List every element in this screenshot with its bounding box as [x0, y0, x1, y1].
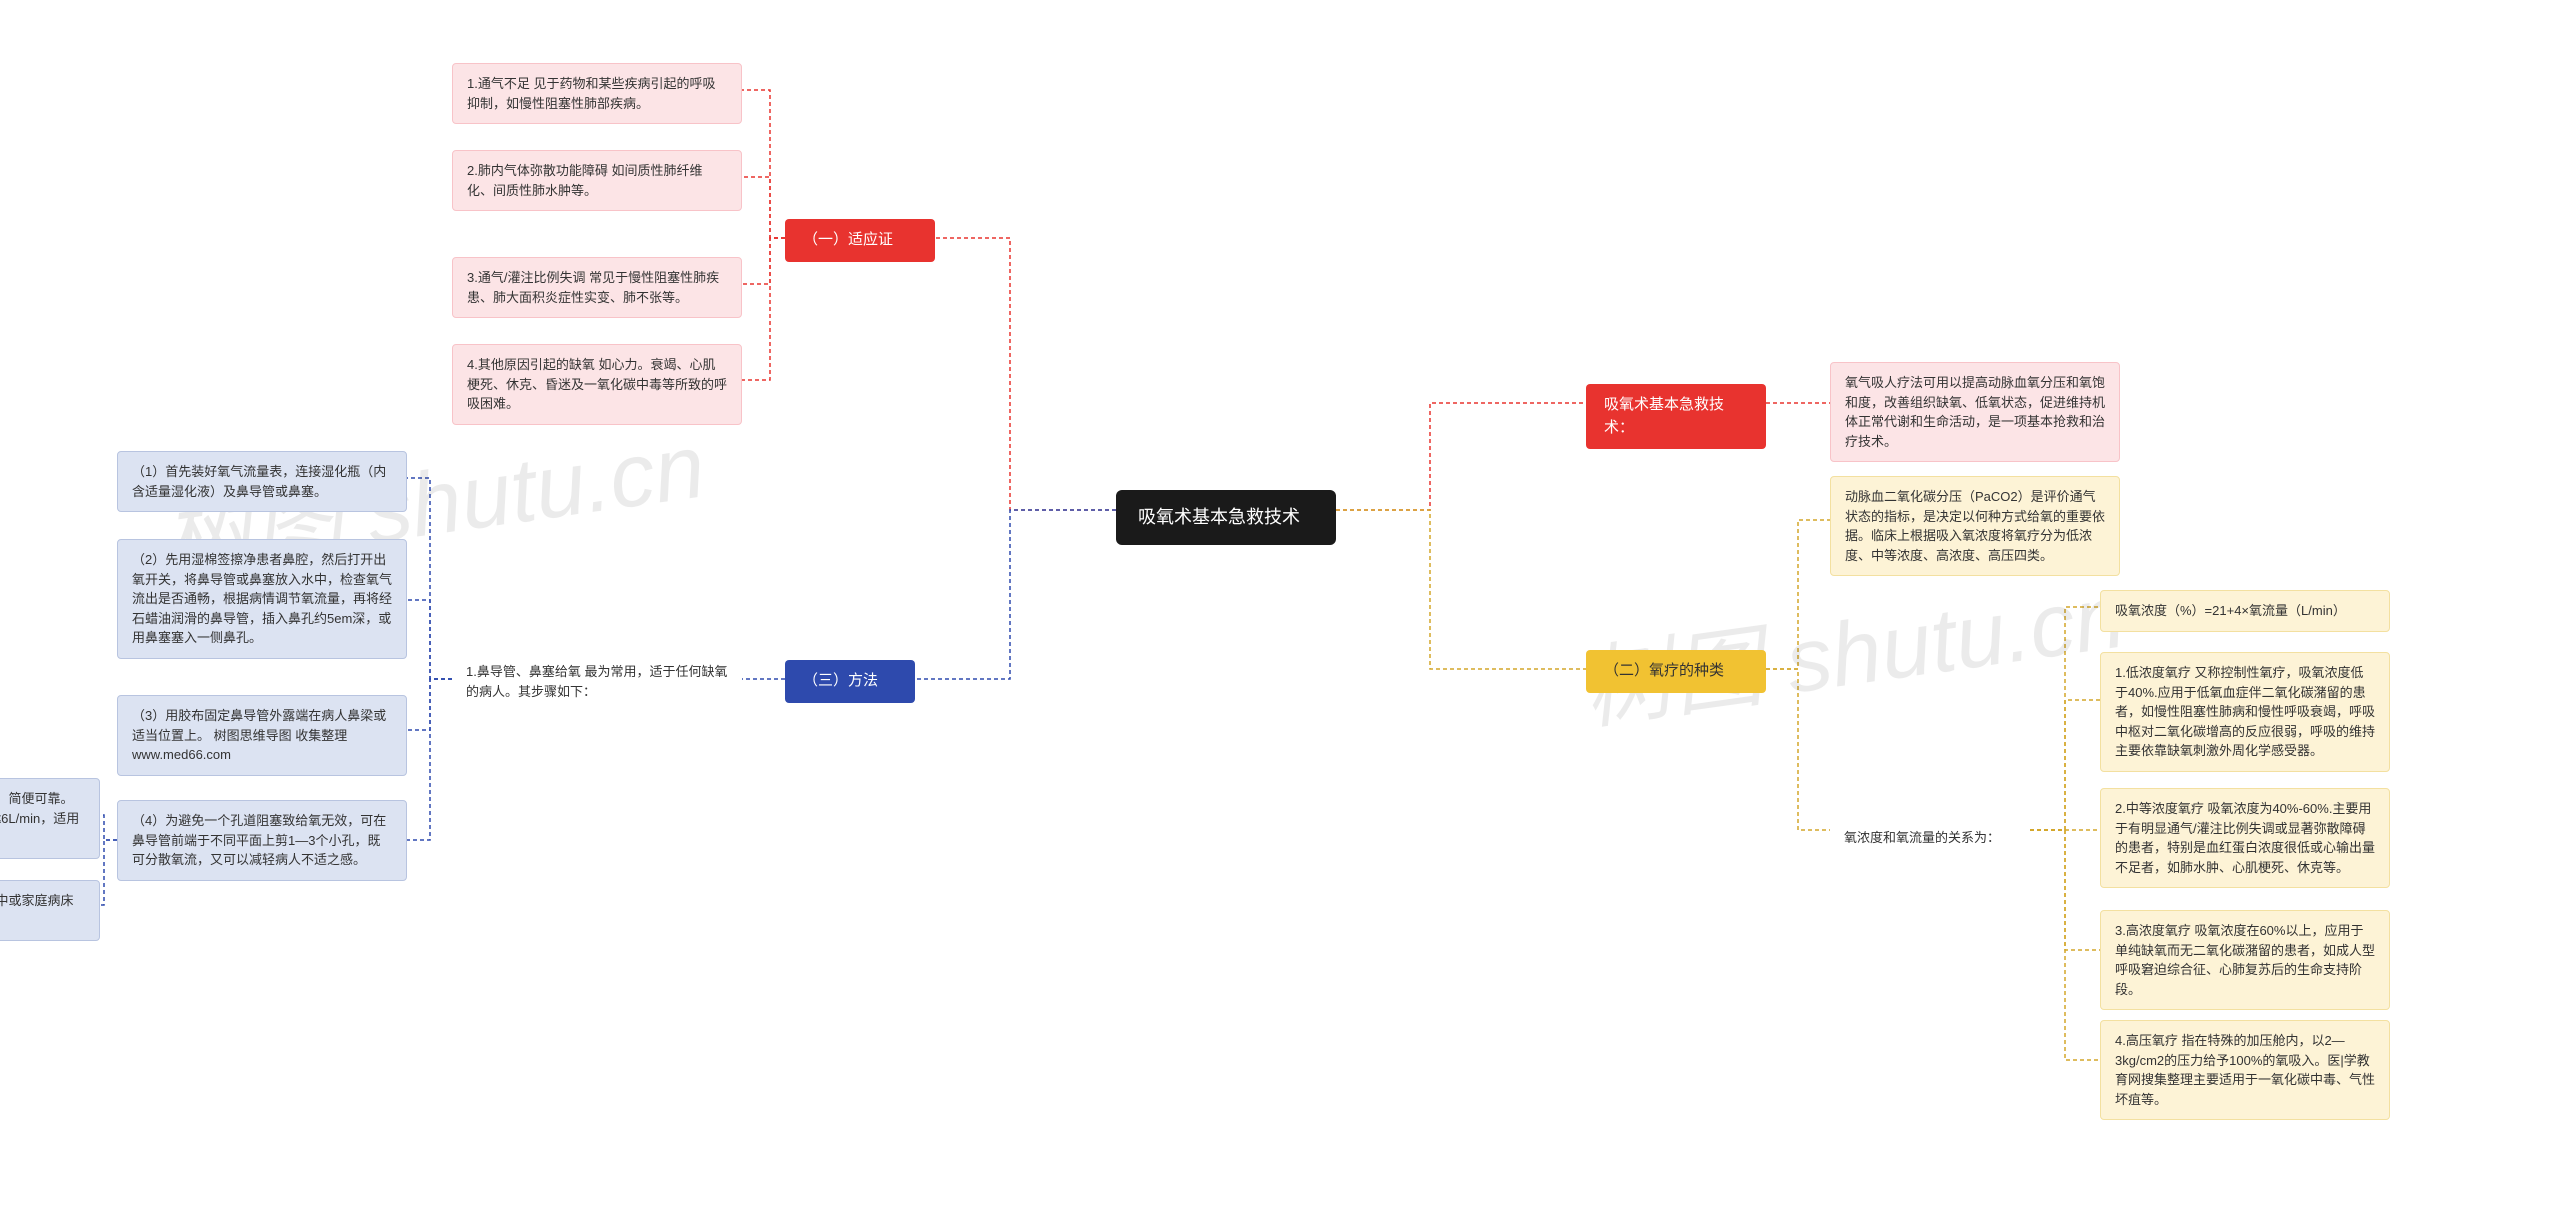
leaf-node[interactable]: 1.鼻导管、鼻塞给氧 最为常用，适于任何缺氧的病人。其步骤如下：	[452, 652, 742, 711]
leaf-node[interactable]: 1.低浓度氧疗 又称控制性氧疗，吸氧浓度低于40%.应用于低氧血症伴二氧化碳潴留…	[2100, 652, 2390, 772]
leaf-node[interactable]: 氧浓度和氧流量的关系为：	[1830, 818, 2030, 858]
branch-r2[interactable]: （二）氧疗的种类	[1586, 650, 1766, 693]
leaf-node[interactable]: 2.肺内气体弥散功能障碍 如间质性肺纤维化、间质性肺水肿等。	[452, 150, 742, 211]
leaf-node[interactable]: （4）为避免一个孔道阻塞致给氧无效，可在鼻导管前端于不同平面上剪1—3个小孔，既…	[117, 800, 407, 881]
leaf-node[interactable]: 4.其他原因引起的缺氧 如心力。衰竭、心肌梗死、休克、昏迷及一氧化碳中毒等所致的…	[452, 344, 742, 425]
leaf-node[interactable]: 3.高浓度氧疗 吸氧浓度在60%以上，应用于单纯缺氧而无二氧化碳潴留的患者，如成…	[2100, 910, 2390, 1010]
leaf-node[interactable]: （3）用胶布固定鼻导管外露端在病人鼻梁或适当位置上。 树图思维导图 收集整理ww…	[117, 695, 407, 776]
leaf-node[interactable]: 吸氧浓度（%）=21+4×氧流量（L/min）	[2100, 590, 2390, 632]
leaf-node[interactable]: （1）首先装好氧气流量表，连接湿化瓶（内含适量湿化液）及鼻导管或鼻塞。	[117, 451, 407, 512]
leaf-node[interactable]: 3.氧气枕吸氧 适于转运病人途中或家庭病床给氧。	[0, 880, 100, 941]
leaf-node[interactable]: 3.通气/灌注比例失调 常见于慢性阻塞性肺疾患、肺大面积炎症性实变、肺不张等。	[452, 257, 742, 318]
leaf-node[interactable]: （2）先用湿棉签擦净患者鼻腔，然后打开出氧开关，将鼻导管或鼻塞放入水中，检查氧气…	[117, 539, 407, 659]
leaf-node[interactable]: 2.面罩吸氧 通过呼吸面罩吸氧，简便可靠。氧浓度为60%—90%，氧流量≤6L/…	[0, 778, 100, 859]
leaf-node[interactable]: 4.高压氧疗 指在特殊的加压舱内，以2—3kg/cm2的压力给予100%的氧吸入…	[2100, 1020, 2390, 1120]
branch-l1[interactable]: （一）适应证	[785, 219, 935, 262]
center-node[interactable]: 吸氧术基本急救技术	[1116, 490, 1336, 545]
branch-l2[interactable]: （三）方法	[785, 660, 915, 703]
branch-r1[interactable]: 吸氧术基本急救技术：	[1586, 384, 1766, 449]
leaf-node[interactable]: 氧气吸人疗法可用以提高动脉血氧分压和氧饱和度，改善组织缺氧、低氧状态，促进维持机…	[1830, 362, 2120, 462]
leaf-node[interactable]: 1.通气不足 见于药物和某些疾病引起的呼吸抑制，如慢性阻塞性肺部疾病。	[452, 63, 742, 124]
leaf-node[interactable]: 动脉血二氧化碳分压（PaCO2）是评价通气状态的指标，是决定以何种方式给氧的重要…	[1830, 476, 2120, 576]
leaf-node[interactable]: 2.中等浓度氧疗 吸氧浓度为40%-60%.主要用于有明显通气/灌注比例失调或显…	[2100, 788, 2390, 888]
